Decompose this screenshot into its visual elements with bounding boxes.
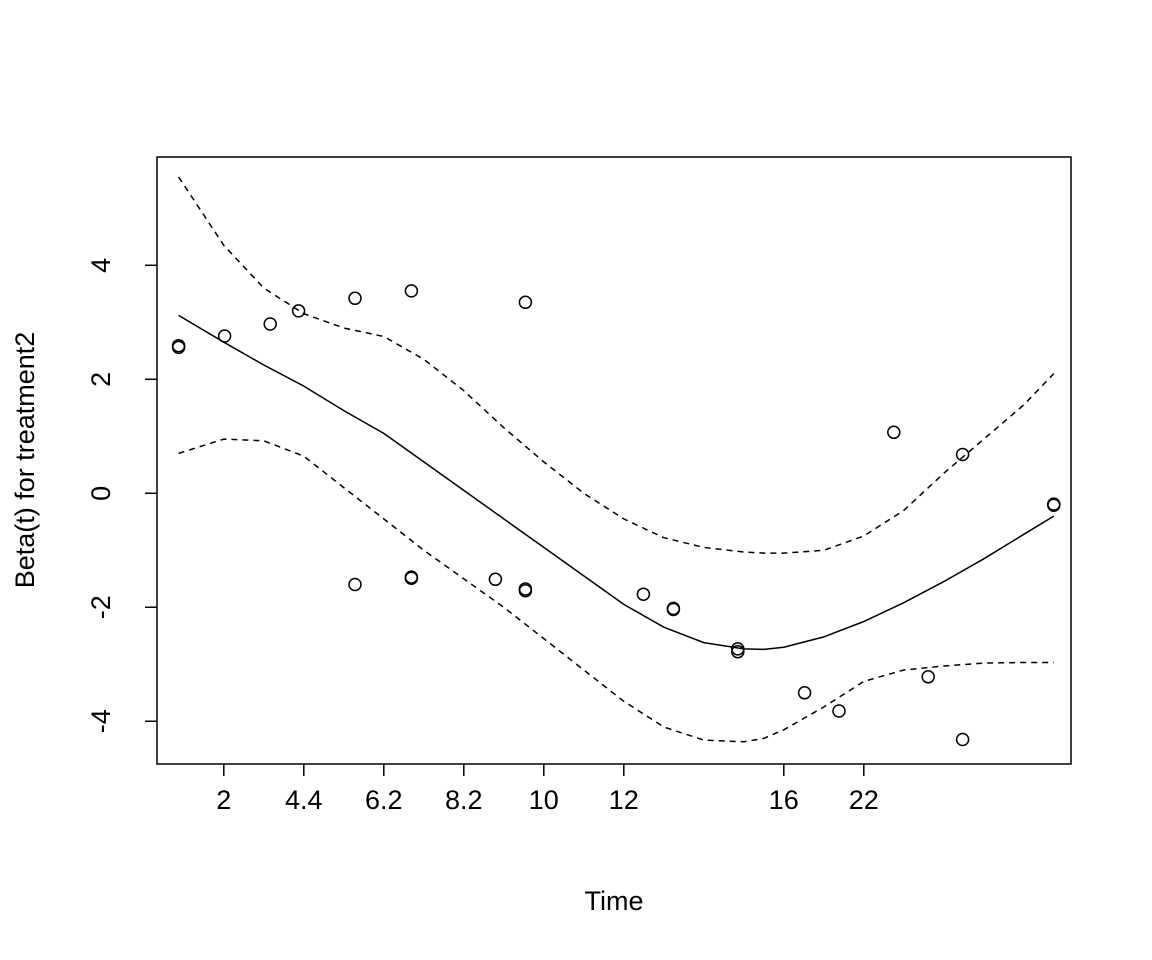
data-point	[518, 295, 533, 310]
chart-marks	[171, 176, 1061, 747]
y-tick-label: 4	[86, 258, 116, 273]
data-point	[217, 329, 232, 343]
data-point	[518, 583, 533, 598]
x-axis-label: Time	[585, 886, 644, 916]
data-point	[404, 284, 419, 298]
x-tick-label: 8.2	[445, 785, 483, 815]
data-point	[348, 291, 362, 306]
data-point	[348, 577, 362, 592]
x-tick-label: 2	[216, 785, 231, 815]
x-tick-label: 10	[529, 785, 559, 815]
data-point	[955, 732, 970, 747]
plot-frame	[156, 156, 1072, 765]
x-tick-label: 16	[769, 785, 799, 815]
x-tick-label: 12	[609, 785, 639, 815]
data-point	[404, 571, 419, 585]
data-point	[263, 317, 277, 331]
data-point	[797, 686, 812, 700]
x-tick-label: 22	[849, 785, 879, 815]
data-point	[955, 447, 970, 462]
y-tick-label: 2	[86, 372, 116, 387]
y-tick-label: -2	[86, 595, 116, 619]
fitted-curve	[178, 314, 1055, 651]
data-point	[832, 704, 846, 718]
x-tick-label: 6.2	[365, 785, 403, 815]
y-axis-label: Beta(t) for treatment2	[10, 332, 40, 589]
data-point	[666, 602, 681, 617]
lower-confidence-band	[178, 438, 1054, 743]
data-point	[488, 572, 503, 587]
data-point	[731, 644, 745, 659]
y-tick-label: 0	[86, 486, 116, 501]
data-point	[1047, 498, 1061, 512]
data-point	[291, 304, 306, 318]
data-point	[636, 587, 651, 601]
y-tick-label: -4	[86, 709, 116, 733]
upper-confidence-band	[177, 176, 1055, 554]
x-tick-label: 4.4	[285, 785, 323, 815]
data-point	[921, 670, 935, 684]
chart-axes: 2 4.4 6.2 8.2 10 12 16 22 -4 -2 0 2 4	[86, 258, 879, 815]
data-point	[887, 425, 901, 440]
data-point	[171, 340, 186, 355]
